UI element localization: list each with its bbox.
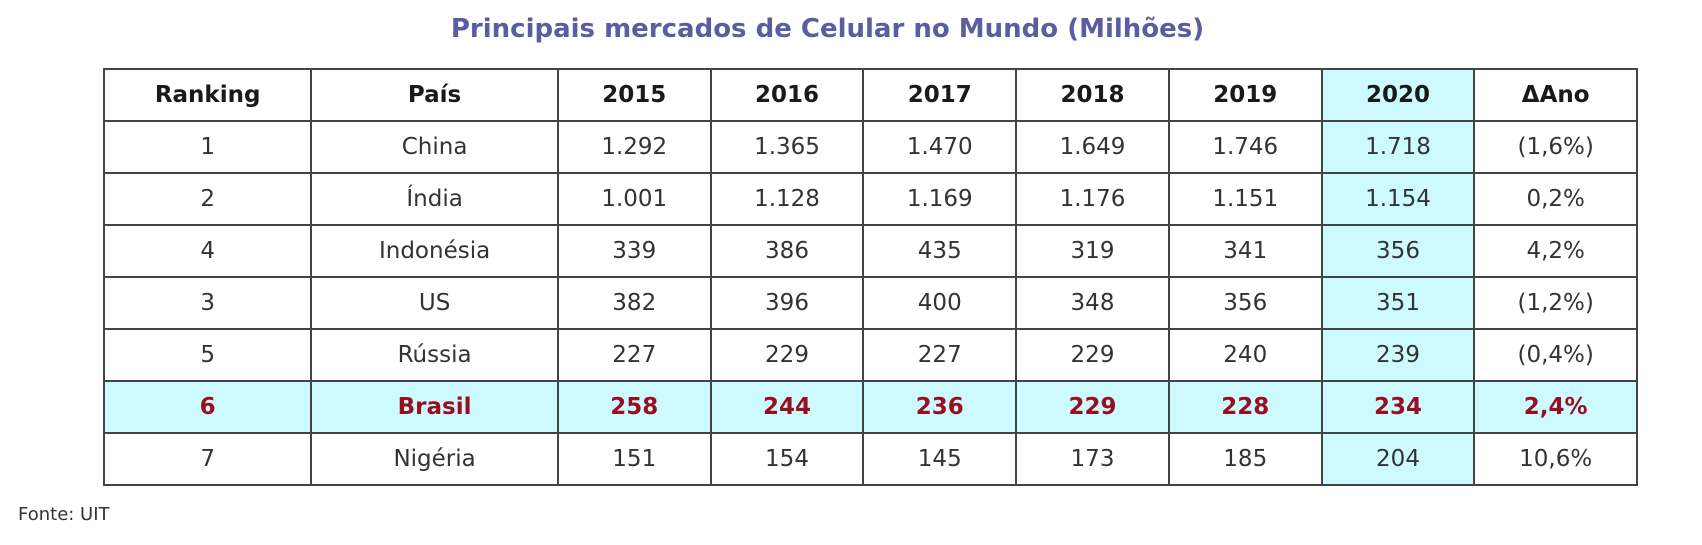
table-cell: 6: [102, 380, 313, 434]
column-header: 2017: [862, 68, 1018, 122]
table-row: 4 Indonésia 339 386 435 319 341 356 4,2%: [102, 224, 1638, 278]
table-cell: 1.365: [709, 120, 865, 174]
table-cell: 10,6%: [1473, 432, 1638, 486]
table-cell: Índia: [310, 172, 559, 226]
chart-title: Principais mercados de Celular no Mundo …: [450, 14, 1205, 44]
table-row: 2 Índia 1.001 1.128 1.169 1.176 1.151 1.154 0,2%: [102, 172, 1638, 226]
table-cell: China: [310, 120, 559, 174]
table-cell: 1.649: [1015, 120, 1170, 174]
table-cell: 396: [709, 276, 865, 330]
table-row: 5 Rússia 227 229 227 229 240 239 (0,4%): [102, 328, 1638, 382]
table-cell: (0,4%): [1473, 328, 1638, 382]
column-header: 2019: [1167, 68, 1323, 122]
table-cell: 244: [709, 380, 865, 434]
table-cell: 239: [1320, 328, 1476, 382]
table-cell: Indonésia: [310, 224, 559, 278]
table-cell: 228: [1167, 380, 1323, 434]
table-cell: 1.292: [556, 120, 712, 174]
table-cell: 435: [862, 224, 1018, 278]
table-cell: 1.718: [1320, 120, 1476, 174]
column-header: ΔAno: [1473, 68, 1638, 122]
table-cell: 204: [1320, 432, 1476, 486]
table-cell: 145: [862, 432, 1018, 486]
source-note: Fonte: UIT: [18, 504, 110, 525]
table-cell: 386: [709, 224, 865, 278]
table-row: 7 Nigéria 151 154 145 173 185 204 10,6%: [102, 432, 1638, 486]
table-cell: 5: [102, 328, 313, 382]
table-cell: 341: [1167, 224, 1323, 278]
table-cell: 154: [709, 432, 865, 486]
table-cell: 185: [1167, 432, 1323, 486]
table-cell: 400: [862, 276, 1018, 330]
column-header: País: [310, 68, 559, 122]
table-cell: 229: [709, 328, 865, 382]
table-cell: 1.154: [1320, 172, 1476, 226]
table-cell: 7: [102, 432, 313, 486]
table-cell: Nigéria: [310, 432, 559, 486]
table-cell: 1.151: [1167, 172, 1323, 226]
table-cell: 229: [1015, 328, 1170, 382]
table-cell: (1,2%): [1473, 276, 1638, 330]
column-header: Ranking: [102, 68, 313, 122]
table-cell: 234: [1320, 380, 1476, 434]
table-cell: 258: [556, 380, 712, 434]
table-cell: 173: [1015, 432, 1170, 486]
table-cell: 4: [102, 224, 313, 278]
table-cell: 2,4%: [1473, 380, 1638, 434]
table-body: 1 China 1.292 1.365 1.470 1.649 1.746 1.718 (1,6…: [102, 120, 1638, 486]
table-cell: 1.169: [862, 172, 1018, 226]
table-cell: 240: [1167, 328, 1323, 382]
table-cell: Rússia: [310, 328, 559, 382]
table-cell: (1,6%): [1473, 120, 1638, 174]
markets-table: Ranking País 2015 2016 2017 2018 2019 2020 ΔAno …: [102, 68, 1638, 486]
table-cell: 3: [102, 276, 313, 330]
table-cell: 339: [556, 224, 712, 278]
table-cell: 348: [1015, 276, 1170, 330]
table-cell: 227: [556, 328, 712, 382]
table-row: 6 Brasil 258 244 236 229 228 234 2,4%: [102, 380, 1638, 434]
table-cell: 356: [1167, 276, 1323, 330]
column-header: 2020: [1320, 68, 1476, 122]
table-cell: 229: [1015, 380, 1170, 434]
table-cell: 151: [556, 432, 712, 486]
table-cell: 382: [556, 276, 712, 330]
table-cell: 1.176: [1015, 172, 1170, 226]
table-cell: 351: [1320, 276, 1476, 330]
table-cell: 356: [1320, 224, 1476, 278]
table-row: 3 US 382 396 400 348 356 351 (1,2%): [102, 276, 1638, 330]
table-cell: 0,2%: [1473, 172, 1638, 226]
column-header: 2016: [709, 68, 865, 122]
table-cell: 319: [1015, 224, 1170, 278]
table-cell: 1.128: [709, 172, 865, 226]
table-cell: 227: [862, 328, 1018, 382]
table-cell: 1.470: [862, 120, 1018, 174]
table-row: 1 China 1.292 1.365 1.470 1.649 1.746 1.718 (1,6…: [102, 120, 1638, 174]
column-header: 2018: [1015, 68, 1170, 122]
column-header: 2015: [556, 68, 712, 122]
table-cell: 1: [102, 120, 313, 174]
table-cell: 236: [862, 380, 1018, 434]
table-cell: 1.746: [1167, 120, 1323, 174]
header-row: Ranking País 2015 2016 2017 2018 2019 2020 ΔAno: [102, 68, 1638, 122]
table-cell: Brasil: [310, 380, 559, 434]
table-cell: 4,2%: [1473, 224, 1638, 278]
table-cell: 1.001: [556, 172, 712, 226]
table-cell: US: [310, 276, 559, 330]
table-cell: 2: [102, 172, 313, 226]
